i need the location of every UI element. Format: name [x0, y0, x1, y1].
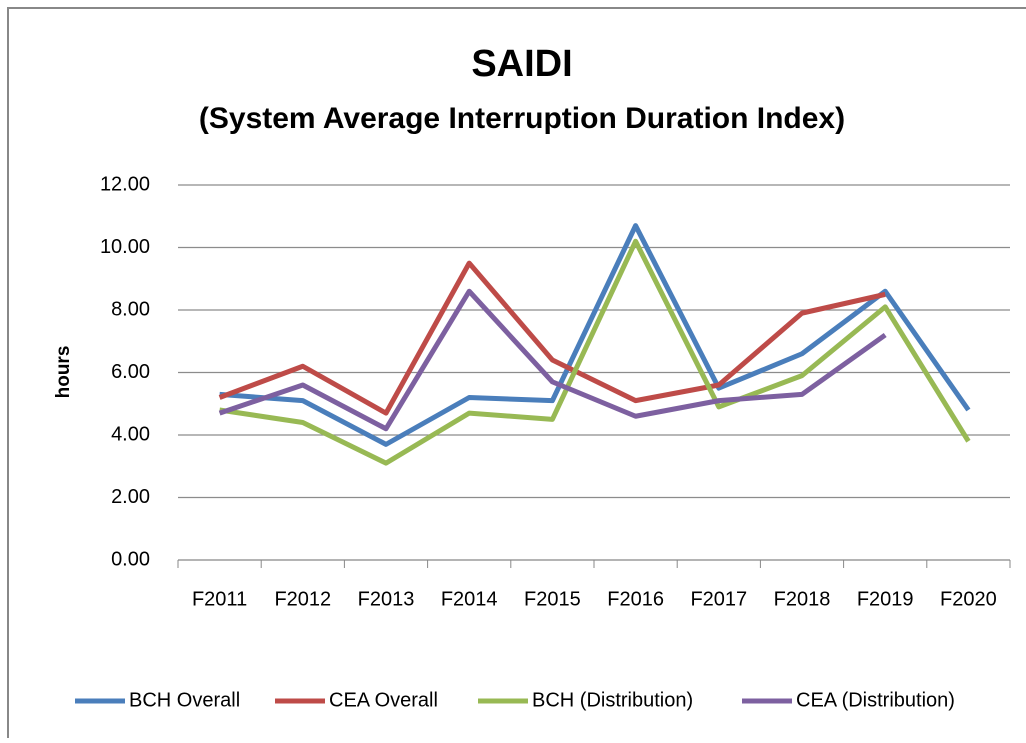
chart-frame [7, 7, 1026, 743]
y-tick-label: 2.00 [111, 486, 150, 508]
chart-title: SAIDI [471, 43, 572, 85]
y-tick-label: 8.00 [111, 298, 150, 320]
legend-label: BCH (Distribution) [532, 689, 693, 711]
x-tick-label: F2015 [524, 588, 581, 610]
y-tick-label: 4.00 [111, 423, 150, 445]
x-tick-label: F2016 [607, 588, 664, 610]
series-line [218, 260, 886, 416]
series-line [219, 223, 971, 447]
series-line [219, 238, 971, 466]
x-tick-label: F2020 [940, 588, 997, 610]
x-tick-label: F2011 [192, 588, 247, 610]
x-tick-label: F2012 [274, 588, 331, 610]
legend-label: CEA (Distribution) [796, 689, 955, 711]
x-tick-label: F2019 [857, 588, 914, 610]
x-tick-label: F2017 [690, 588, 747, 610]
x-tick-label: F2014 [441, 588, 498, 610]
x-tick-label: F2013 [358, 588, 415, 610]
legend-label: BCH Overall [129, 689, 240, 711]
y-tick-label: 0.00 [111, 548, 150, 570]
chart-subtitle: (System Average Interruption Duration In… [199, 102, 845, 135]
y-tick-label: 10.00 [100, 236, 150, 258]
y-tick-label: 12.00 [100, 173, 150, 195]
legend-label: CEA Overall [329, 689, 438, 711]
y-axis-label: hours [53, 346, 74, 399]
y-tick-label: 6.00 [111, 361, 150, 383]
series-line [218, 288, 887, 432]
x-tick-label: F2018 [774, 588, 831, 610]
